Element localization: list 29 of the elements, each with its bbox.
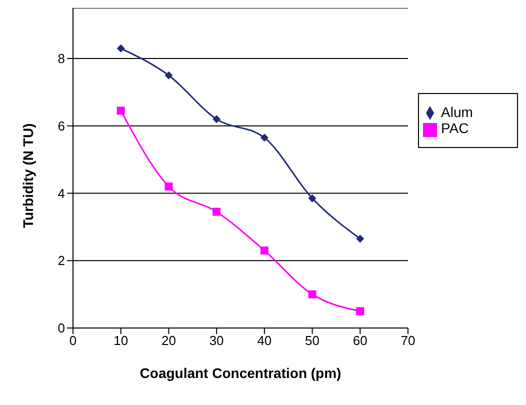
point bbox=[356, 307, 364, 316]
y-tick-label: 0 bbox=[58, 320, 65, 336]
point bbox=[212, 208, 221, 216]
point bbox=[116, 106, 125, 115]
point bbox=[308, 290, 316, 298]
y-tick-label: 2 bbox=[58, 253, 65, 268]
y-tick-label: 8 bbox=[58, 51, 65, 66]
point bbox=[212, 115, 221, 124]
x-tick-label: 10 bbox=[114, 333, 128, 348]
point bbox=[356, 234, 364, 243]
x-tick-label: 0 bbox=[69, 333, 77, 348]
point bbox=[260, 246, 268, 255]
y-axis-title: Turbidity (N TU) bbox=[20, 123, 36, 228]
point bbox=[116, 44, 125, 52]
point bbox=[164, 182, 173, 191]
x-tick-label: 40 bbox=[257, 333, 272, 348]
y-tick-label: 6 bbox=[58, 118, 65, 134]
point bbox=[308, 194, 316, 202]
x-tick-label: 70 bbox=[400, 333, 416, 348]
x-tick-label: 30 bbox=[209, 333, 224, 348]
y-tick-label: 4 bbox=[58, 186, 65, 201]
x-tick-label: 20 bbox=[161, 333, 176, 348]
x-tick-label: 60 bbox=[352, 333, 368, 348]
point bbox=[260, 134, 268, 142]
x-tick-label: 50 bbox=[305, 333, 320, 348]
point bbox=[164, 71, 173, 80]
legend-label: Alum bbox=[441, 104, 473, 120]
x-axis-title: Coagulant Concentration (pm) bbox=[140, 365, 342, 381]
legend-label: PAC bbox=[441, 120, 469, 136]
